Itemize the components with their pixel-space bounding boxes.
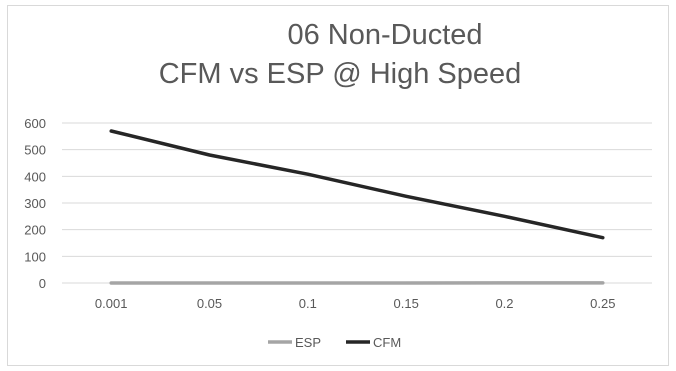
x-tick-label: 0.2 bbox=[495, 296, 513, 311]
chart-frame bbox=[7, 5, 669, 366]
x-tick-label: 0.15 bbox=[394, 296, 419, 311]
y-tick-label: 100 bbox=[24, 249, 46, 264]
y-tick-label: 600 bbox=[24, 116, 46, 131]
x-tick-label: 0.001 bbox=[95, 296, 128, 311]
legend-label-cfm: CFM bbox=[373, 335, 401, 350]
x-tick-label: 0.25 bbox=[590, 296, 615, 311]
chart-title-line-1: 06 Non-Ducted bbox=[287, 19, 483, 51]
y-tick-label: 500 bbox=[24, 143, 46, 158]
series-line-cfm bbox=[109, 129, 605, 240]
legend-label-esp: ESP bbox=[295, 335, 321, 350]
y-tick-label: 400 bbox=[24, 169, 46, 184]
x-tick-label: 0.05 bbox=[197, 296, 222, 311]
y-tick-label: 200 bbox=[24, 223, 46, 238]
y-tick-label: 300 bbox=[24, 196, 46, 211]
x-tick-label: 0.1 bbox=[299, 296, 317, 311]
y-tick-label: 0 bbox=[39, 276, 46, 291]
chart-title-line-2: CFM vs ESP @ High Speed bbox=[158, 58, 522, 90]
chart-title: 06 Non-Ducted CFM vs ESP @ High Speed bbox=[0, 16, 676, 94]
